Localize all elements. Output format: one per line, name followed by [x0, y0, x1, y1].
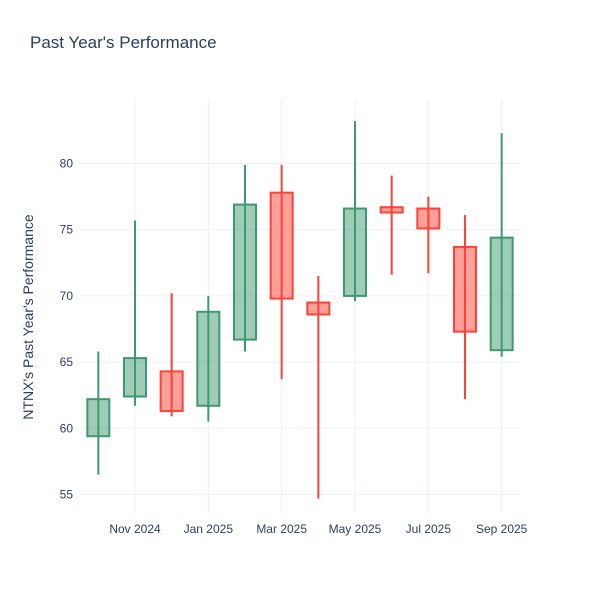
x-tick-label: Jan 2025: [184, 522, 234, 536]
candle-body-down: [269, 191, 294, 300]
candle[interactable]: [196, 295, 221, 422]
candle-body-up: [233, 203, 257, 341]
candle-body-down: [416, 207, 441, 230]
y-axis-title: NTNX's Past Year's Performance: [20, 214, 36, 420]
candle-body-down: [306, 301, 331, 316]
chart-title: Past Year's Performance: [30, 33, 217, 52]
y-tick-label: 75: [60, 223, 74, 237]
candle[interactable]: [159, 293, 184, 417]
candle[interactable]: [123, 220, 147, 406]
candle[interactable]: [489, 133, 514, 357]
candle-body-down: [379, 206, 404, 214]
y-tick-label: 55: [60, 487, 74, 501]
x-tick-label: May 2025: [329, 522, 382, 536]
candle-body-up: [343, 207, 367, 297]
candle-body-up: [86, 398, 111, 438]
candle-body-down: [453, 245, 477, 333]
candle-body-up: [489, 236, 514, 352]
candle-body-up: [196, 310, 221, 407]
y-tick-label: 60: [60, 421, 74, 435]
x-tick-label: Sep 2025: [476, 522, 528, 536]
candle[interactable]: [233, 164, 257, 352]
x-tick-label: Jul 2025: [406, 522, 452, 536]
x-tick-label: Mar 2025: [256, 522, 307, 536]
candle[interactable]: [379, 175, 404, 275]
y-tick-label: 70: [60, 289, 74, 303]
candle[interactable]: [269, 164, 294, 380]
x-tick-label: Nov 2024: [109, 522, 161, 536]
y-tick-label: 65: [60, 355, 74, 369]
candle[interactable]: [453, 215, 477, 400]
candle[interactable]: [416, 196, 441, 274]
candle[interactable]: [86, 351, 111, 475]
candle[interactable]: [343, 121, 367, 302]
y-tick-label: 80: [60, 157, 74, 171]
candle[interactable]: [306, 276, 331, 499]
candle-body-down: [159, 370, 184, 413]
candle-body-up: [123, 357, 147, 398]
